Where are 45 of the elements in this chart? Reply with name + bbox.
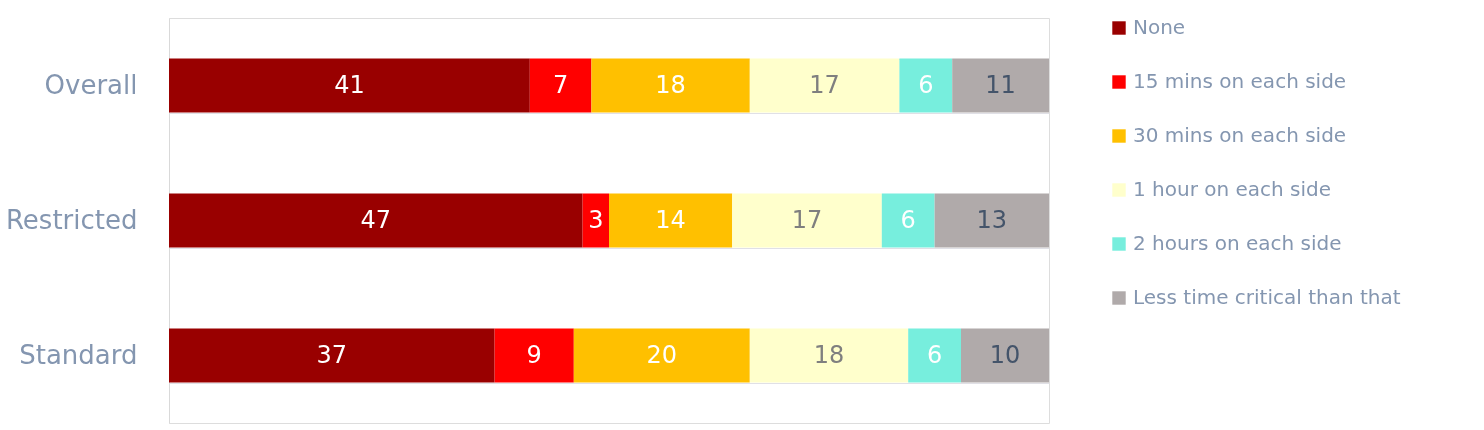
legend-label: 15 mins on each side <box>1133 69 1347 93</box>
data-label: 18 <box>813 340 845 369</box>
bar <box>609 193 733 248</box>
data-label: 41 <box>334 70 365 99</box>
legend-label: 1 hour on each side <box>1133 177 1332 201</box>
data-label: 17 <box>791 205 823 234</box>
bar <box>169 328 495 383</box>
bar <box>169 58 530 113</box>
data-label: 9 <box>526 340 542 369</box>
data-label: 7 <box>552 70 569 99</box>
data-label: 6 <box>926 340 943 369</box>
data-label: 20 <box>646 340 678 369</box>
data-label: 13 <box>976 205 1008 234</box>
legend-label: None <box>1133 15 1186 39</box>
bar <box>573 328 750 383</box>
bar <box>908 328 961 383</box>
data-label: 47 <box>360 205 392 234</box>
bar <box>899 58 953 113</box>
data-label: 18 <box>655 70 686 99</box>
bar <box>961 328 1049 383</box>
bar <box>591 58 750 113</box>
y-tick-label: Overall <box>44 70 138 100</box>
bar <box>529 58 592 113</box>
bar <box>934 193 1049 248</box>
data-label: 3 <box>588 205 604 234</box>
data-label: 37 <box>316 340 348 369</box>
data-label: 17 <box>809 70 840 99</box>
data-label: 10 <box>989 340 1021 369</box>
legend-label: 2 hours on each side <box>1133 231 1342 255</box>
data-label: 6 <box>900 205 916 234</box>
legend-label: 30 mins on each side <box>1133 123 1347 147</box>
data-label: 11 <box>985 70 1016 99</box>
bar <box>749 58 900 113</box>
bar <box>169 193 583 248</box>
y-tick-label: Restricted <box>5 205 138 235</box>
y-tick-label: Standard <box>19 340 138 370</box>
bar <box>952 58 1049 113</box>
bar <box>749 328 909 383</box>
legend-label: Less time critical than that <box>1133 285 1401 309</box>
bar <box>732 193 882 248</box>
bar <box>881 193 935 248</box>
bar <box>494 328 574 383</box>
data-label: 14 <box>655 205 686 234</box>
bar <box>582 193 609 248</box>
data-label: 6 <box>918 70 934 99</box>
